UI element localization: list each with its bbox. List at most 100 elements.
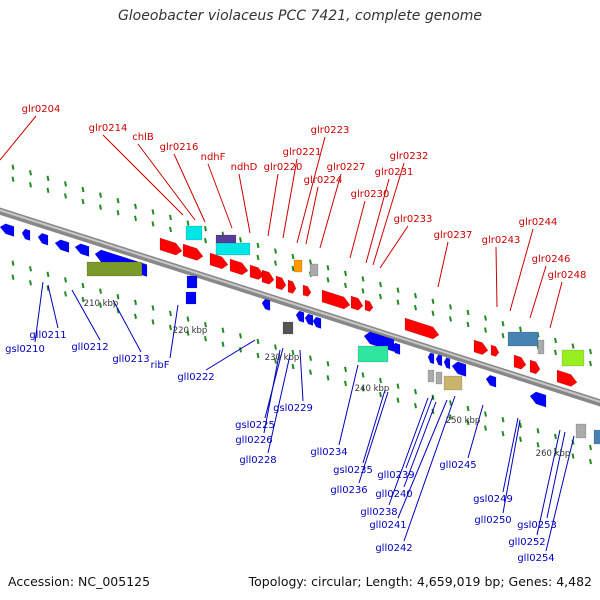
- tick-mark: [151, 305, 155, 311]
- leader-line-bottom: [397, 399, 448, 519]
- tick-mark: [536, 428, 540, 434]
- leader-line-bottom: [502, 417, 519, 493]
- leader-line-top: [173, 153, 206, 223]
- tick-mark: [396, 397, 400, 403]
- gray-gene-box: [575, 423, 587, 439]
- tick-mark: [519, 326, 522, 332]
- tick-mark: [29, 170, 32, 176]
- blue-gene-arrow: [435, 354, 443, 367]
- tick-mark: [344, 380, 347, 387]
- blue-gene-arrow: [529, 391, 547, 408]
- top-gene-label: glr0214: [89, 123, 128, 134]
- tick-mark: [169, 226, 172, 233]
- bottom-gene-label: gll0222: [177, 372, 214, 383]
- leader-line-bottom: [403, 395, 456, 542]
- tick-mark: [589, 360, 592, 367]
- teal-gene-box: [357, 345, 389, 363]
- leader-line-bottom: [71, 289, 101, 341]
- tick-mark: [239, 237, 242, 243]
- bottom-gene-label: gll0228: [239, 455, 276, 466]
- leader-line-top: [372, 162, 405, 266]
- tick-mark: [466, 419, 470, 426]
- bottom-gene-label: gll0236: [330, 485, 367, 496]
- tick-mark: [466, 405, 470, 412]
- red-gene-arrow: [513, 354, 527, 370]
- tick-mark: [589, 458, 592, 465]
- red-gene-arrow: [159, 237, 183, 256]
- red-gene-arrow: [556, 369, 578, 387]
- tick-mark: [431, 298, 435, 305]
- tick-mark: [151, 319, 155, 325]
- tick-mark: [99, 204, 102, 210]
- bottom-gene-label: gll0252: [508, 537, 545, 548]
- leader-line-bottom: [403, 401, 437, 488]
- tick-mark: [379, 377, 382, 384]
- tick-mark: [99, 288, 102, 294]
- tick-mark: [326, 265, 330, 271]
- blue-gene-arrow: [21, 228, 31, 241]
- bottom-gene-label: gll0240: [375, 489, 412, 500]
- tick-mark: [536, 442, 540, 448]
- red-gene-arrow: [490, 344, 500, 357]
- tick-mark: [291, 253, 295, 260]
- tick-mark: [326, 277, 330, 283]
- red-gene-arrow: [287, 279, 297, 294]
- tick-mark: [554, 337, 557, 344]
- leader-line-bottom: [546, 431, 566, 519]
- tick-mark: [361, 386, 365, 392]
- top-gene-label: ndhD: [231, 162, 258, 173]
- top-gene-label: glr0243: [482, 235, 521, 246]
- tick-mark: [169, 310, 172, 317]
- tick-mark: [396, 383, 400, 389]
- bottom-gene-label: gll0212: [71, 342, 108, 353]
- scale-label: 210 kbp: [84, 299, 119, 309]
- tick-mark: [46, 271, 50, 278]
- tick-mark: [449, 400, 452, 406]
- red-gene-arrow: [364, 299, 374, 312]
- leader-line-bottom: [263, 349, 281, 434]
- tick-mark: [99, 192, 102, 198]
- tick-mark: [116, 210, 120, 216]
- blue-gene-arrow: [295, 310, 305, 323]
- tick-mark: [221, 327, 225, 333]
- tick-mark: [361, 288, 365, 294]
- top-gene-label: ndhF: [201, 152, 226, 163]
- genome-backbone: [0, 207, 600, 407]
- orange-gene-box: [293, 259, 303, 273]
- tick-mark: [449, 316, 452, 322]
- tick-mark: [326, 361, 330, 367]
- blue-gene-box: [185, 291, 197, 305]
- red-gene-arrow: [350, 295, 364, 311]
- leader-line-top: [137, 143, 196, 221]
- tick-mark: [449, 414, 452, 420]
- bottom-gene-label: gll0254: [517, 553, 554, 564]
- top-gene-label: glr0230: [351, 189, 390, 200]
- tick-mark: [221, 341, 225, 347]
- top-gene-label: glr0231: [375, 167, 414, 178]
- bottom-gene-label: gsl0229: [273, 403, 313, 414]
- tick-mark: [46, 187, 50, 194]
- leader-line-bottom: [388, 397, 429, 506]
- tick-mark: [414, 403, 417, 409]
- tick-mark: [501, 320, 505, 327]
- leader-line-bottom: [267, 354, 291, 454]
- tick-mark: [309, 259, 312, 265]
- tick-mark: [29, 280, 32, 286]
- leader-line-bottom: [502, 419, 521, 514]
- tick-mark: [291, 363, 295, 370]
- top-gene-label: glr0233: [394, 214, 433, 225]
- leader-line-bottom: [47, 284, 59, 329]
- leader-line-bottom: [536, 429, 561, 536]
- tick-mark: [204, 237, 207, 244]
- tick-mark: [29, 182, 32, 188]
- leader-line-bottom: [358, 391, 389, 484]
- tick-mark: [134, 299, 137, 306]
- red-gene-arrow: [209, 252, 229, 270]
- leader-line-top: [282, 158, 298, 239]
- tick-mark: [571, 343, 575, 349]
- blue-gene-arrow: [312, 316, 322, 329]
- blue-gene-arrow: [427, 352, 435, 365]
- tick-mark: [571, 453, 575, 459]
- accession-text: Accession: NC_005125: [8, 574, 151, 589]
